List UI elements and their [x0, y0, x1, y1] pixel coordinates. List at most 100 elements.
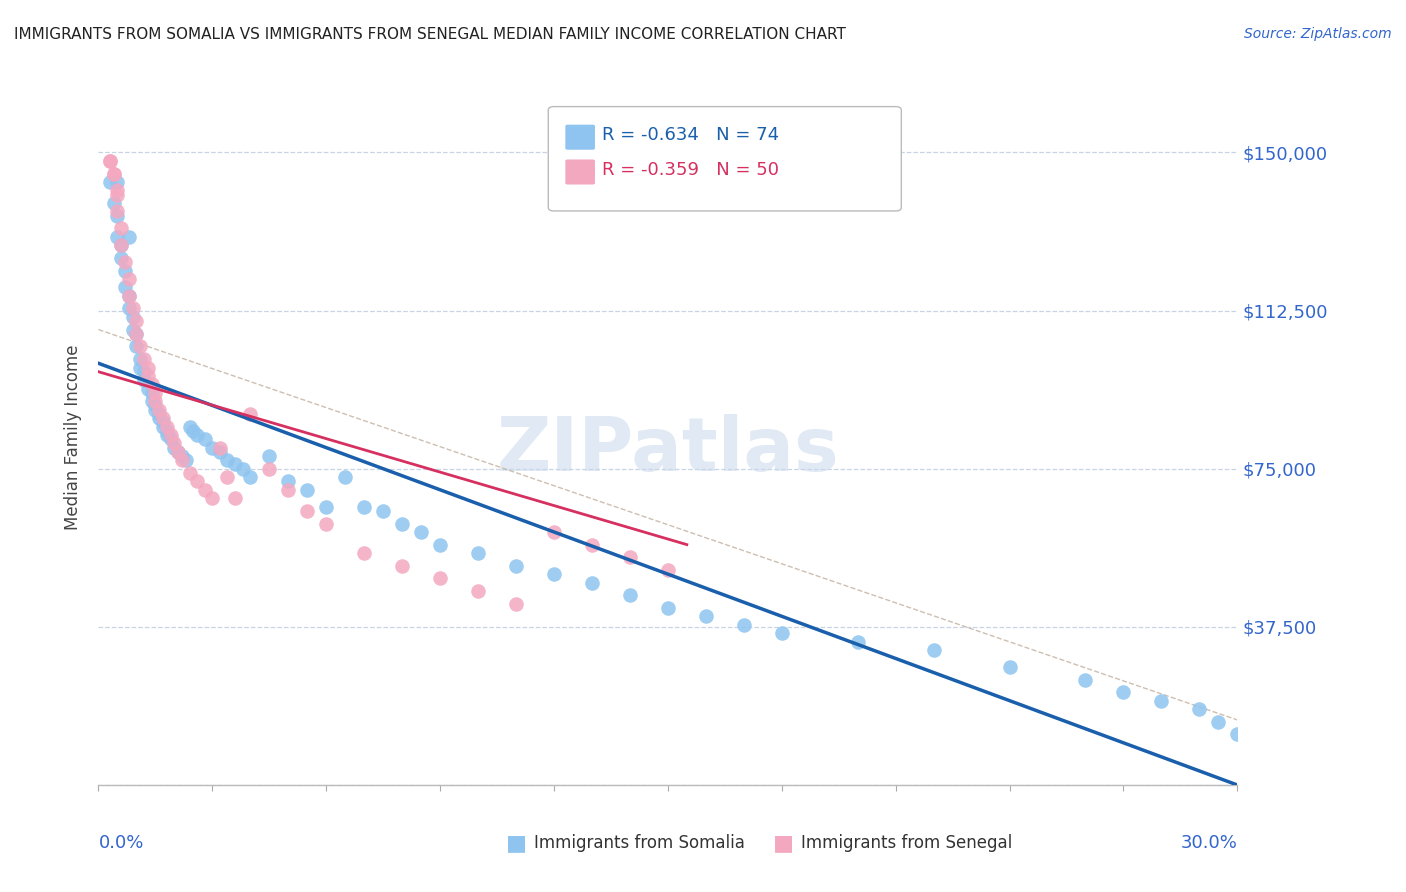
Point	[998, 660, 1021, 674]
Text: ■: ■	[506, 833, 527, 853]
Point	[114, 263, 136, 277]
Point	[136, 368, 159, 383]
Point	[107, 183, 129, 197]
Point	[118, 289, 141, 303]
Point	[194, 432, 217, 446]
Point	[167, 445, 190, 459]
Y-axis label: Median Family Income: Median Family Income	[65, 344, 83, 530]
Point	[391, 558, 413, 573]
Point	[110, 221, 132, 235]
Point	[411, 524, 433, 539]
Point	[125, 339, 148, 353]
Point	[581, 575, 603, 590]
Point	[543, 524, 565, 539]
FancyBboxPatch shape	[565, 160, 595, 185]
Point	[297, 504, 319, 518]
Point	[145, 385, 167, 400]
Point	[239, 407, 262, 421]
Point	[103, 167, 125, 181]
Point	[335, 470, 357, 484]
Point	[145, 399, 167, 413]
FancyBboxPatch shape	[565, 125, 595, 150]
Point	[1074, 673, 1097, 687]
Point	[110, 238, 132, 252]
Point	[315, 516, 337, 531]
Point	[148, 411, 170, 425]
Point	[118, 229, 141, 244]
Point	[136, 360, 159, 375]
Text: Immigrants from Senegal: Immigrants from Senegal	[801, 834, 1012, 852]
Point	[353, 546, 375, 560]
Point	[156, 419, 179, 434]
Text: R = -0.634   N = 74: R = -0.634 N = 74	[602, 126, 779, 145]
Point	[148, 407, 170, 421]
Point	[217, 470, 239, 484]
Point	[107, 229, 129, 244]
Point	[114, 280, 136, 294]
Point	[1226, 727, 1249, 741]
Point	[98, 175, 121, 189]
Point	[145, 394, 167, 409]
Point	[118, 272, 141, 286]
Point	[132, 365, 155, 379]
Point	[619, 550, 641, 565]
Point	[277, 475, 299, 489]
Point	[132, 352, 155, 367]
Point	[170, 449, 193, 463]
Point	[98, 153, 121, 168]
Point	[152, 411, 174, 425]
Point	[174, 453, 197, 467]
Point	[695, 609, 717, 624]
Point	[129, 360, 152, 375]
Text: 30.0%: 30.0%	[1181, 834, 1237, 852]
Text: IMMIGRANTS FROM SOMALIA VS IMMIGRANTS FROM SENEGAL MEDIAN FAMILY INCOME CORRELAT: IMMIGRANTS FROM SOMALIA VS IMMIGRANTS FR…	[14, 27, 846, 42]
Point	[543, 567, 565, 582]
Point	[1188, 702, 1211, 716]
Point	[217, 453, 239, 467]
Point	[429, 571, 451, 585]
Point	[201, 441, 224, 455]
Text: Immigrants from Somalia: Immigrants from Somalia	[534, 834, 745, 852]
Text: Source: ZipAtlas.com: Source: ZipAtlas.com	[1244, 27, 1392, 41]
Point	[156, 428, 179, 442]
Point	[163, 441, 186, 455]
Point	[259, 461, 281, 475]
Point	[297, 483, 319, 497]
Point	[118, 289, 141, 303]
Point	[159, 432, 181, 446]
Point	[505, 597, 527, 611]
Point	[107, 175, 129, 189]
Point	[232, 461, 254, 475]
Point	[467, 584, 489, 599]
Point	[1112, 685, 1135, 699]
Point	[163, 436, 186, 450]
Point	[98, 153, 121, 168]
Point	[110, 251, 132, 265]
Point	[922, 643, 945, 657]
Point	[136, 382, 159, 396]
Point	[121, 310, 143, 324]
Point	[167, 445, 190, 459]
Point	[277, 483, 299, 497]
Point	[186, 428, 208, 442]
Point	[239, 470, 262, 484]
Point	[148, 402, 170, 417]
Point	[259, 449, 281, 463]
Point	[733, 617, 755, 632]
Point	[132, 373, 155, 387]
Point	[121, 322, 143, 336]
Point	[183, 424, 205, 438]
Point	[141, 394, 163, 409]
Point	[156, 424, 179, 438]
Point	[110, 238, 132, 252]
Point	[194, 483, 217, 497]
Text: R = -0.359   N = 50: R = -0.359 N = 50	[602, 161, 779, 179]
Point	[107, 187, 129, 202]
Point	[846, 634, 869, 648]
Point	[152, 419, 174, 434]
Point	[353, 500, 375, 514]
Point	[152, 415, 174, 429]
Point	[371, 504, 394, 518]
Text: ZIPatlas: ZIPatlas	[496, 415, 839, 488]
Point	[505, 558, 527, 573]
